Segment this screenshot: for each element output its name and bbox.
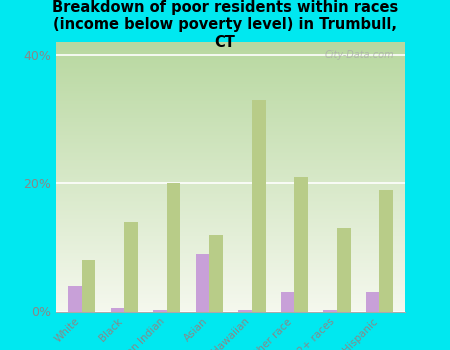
Bar (337, 228, 351, 312)
Bar (82, 260, 95, 312)
Bar (366, 292, 379, 312)
Bar (124, 222, 138, 312)
Bar (281, 292, 294, 312)
Text: Breakdown of poor residents within races
(income below poverty level) in Trumbul: Breakdown of poor residents within races… (52, 0, 398, 50)
Bar (294, 177, 308, 312)
Bar (209, 234, 223, 312)
Bar (379, 190, 393, 312)
Bar (153, 310, 167, 312)
Bar (196, 254, 209, 312)
Text: City-Data.com: City-Data.com (325, 50, 395, 60)
Bar (167, 183, 180, 312)
Bar (238, 310, 252, 312)
Bar (252, 100, 266, 312)
Bar (324, 310, 337, 312)
Bar (111, 308, 124, 312)
Bar (68, 286, 82, 312)
